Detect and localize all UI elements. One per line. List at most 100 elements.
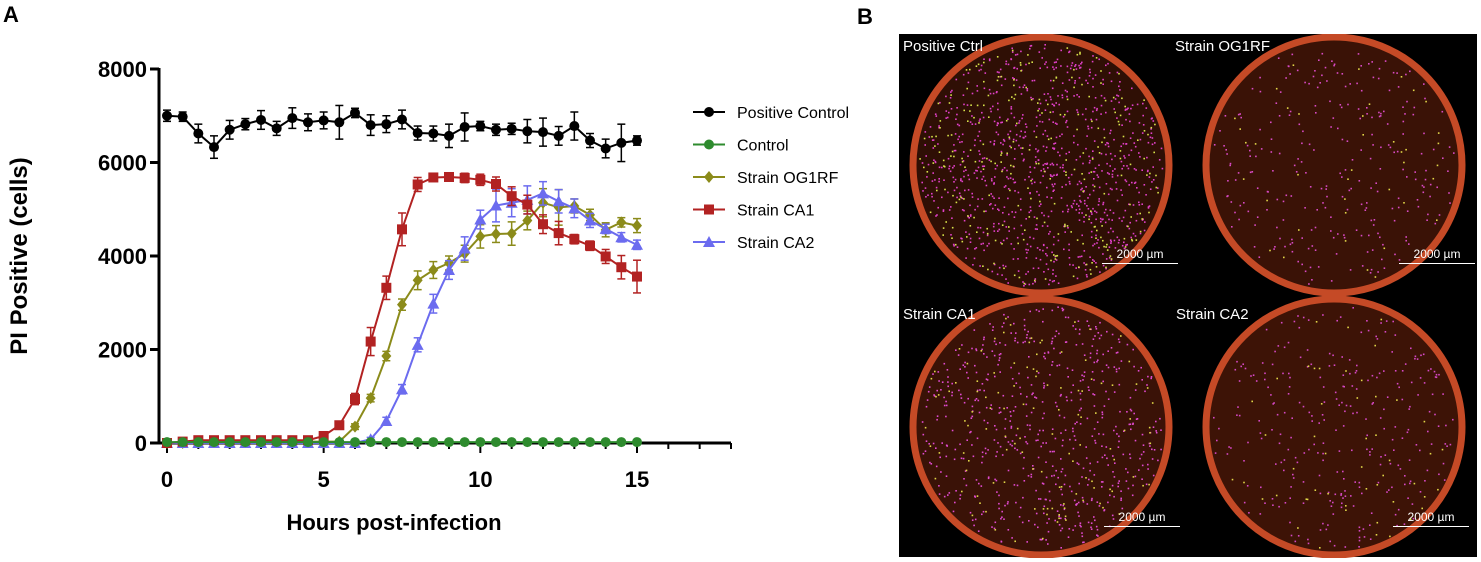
cell-dot	[1046, 522, 1048, 524]
cell-dot	[999, 342, 1001, 344]
cell-dot	[1322, 386, 1325, 388]
cell-dot	[1341, 195, 1344, 198]
cell-dot	[963, 170, 965, 173]
cell-dot	[1009, 189, 1011, 192]
data-point	[522, 199, 533, 210]
cell-dot	[1105, 258, 1108, 260]
cell-dot	[959, 195, 962, 197]
cell-dot	[943, 396, 945, 399]
cell-dot	[1095, 525, 1098, 528]
cell-dot	[1424, 480, 1426, 482]
cell-dot	[1269, 249, 1271, 252]
cell-dot	[1298, 113, 1300, 115]
cell-dot	[1302, 316, 1305, 319]
cell-dot	[1344, 198, 1346, 200]
cell-dot	[1141, 478, 1143, 480]
cell-dot	[1020, 224, 1023, 227]
cell-dot	[1259, 128, 1261, 131]
cell-dot	[958, 389, 960, 392]
cell-dot	[1060, 488, 1062, 491]
cell-dot	[1121, 97, 1123, 100]
cell-dot	[993, 354, 996, 357]
cell-dot	[1381, 258, 1383, 261]
cell-dot	[1049, 174, 1052, 176]
cell-dot	[1109, 187, 1112, 190]
cell-dot	[1042, 145, 1045, 148]
cell-dot	[1292, 477, 1295, 479]
cell-dot	[1259, 76, 1261, 79]
cell-dot	[966, 362, 969, 365]
cell-dot	[963, 151, 965, 153]
cell-dot	[1298, 229, 1300, 231]
cell-dot	[1058, 515, 1060, 518]
cell-dot	[1133, 365, 1135, 368]
cell-dot	[1090, 528, 1093, 530]
cell-dot	[1372, 76, 1375, 79]
cell-dot	[1039, 114, 1041, 116]
cell-dot	[931, 195, 933, 198]
cell-dot	[925, 196, 927, 198]
cell-dot	[1332, 513, 1335, 515]
cell-dot	[1050, 210, 1053, 213]
cell-dot	[1404, 483, 1406, 486]
cell-dot	[1076, 111, 1079, 114]
cell-dot	[1116, 199, 1119, 202]
cell-dot	[1032, 468, 1034, 470]
cell-dot	[1023, 282, 1026, 285]
cell-dot	[953, 149, 956, 152]
cell-dot	[1067, 210, 1069, 213]
cell-dot	[1100, 481, 1103, 483]
cell-dot	[1338, 450, 1341, 452]
cell-dot	[994, 239, 997, 242]
cell-dot	[1066, 71, 1069, 74]
cell-dot	[1080, 407, 1082, 410]
cell-dot	[929, 126, 932, 128]
cell-dot	[1288, 386, 1291, 388]
cell-dot	[1115, 352, 1118, 354]
cell-dot	[1247, 210, 1250, 213]
cell-dot	[1057, 306, 1059, 308]
cell-dot	[1374, 276, 1377, 278]
cell-dot	[1410, 381, 1413, 384]
cell-dot	[1314, 105, 1317, 107]
cell-dot	[1064, 474, 1067, 477]
cell-dot	[1091, 371, 1094, 373]
cell-dot	[1103, 136, 1106, 139]
cell-dot	[978, 69, 980, 72]
cell-dot	[1365, 207, 1368, 209]
cell-dot	[1307, 542, 1310, 545]
cell-dot	[1276, 198, 1279, 201]
cell-dot	[1118, 367, 1120, 370]
cell-dot	[1289, 73, 1291, 75]
cell-dot	[1031, 178, 1034, 181]
cell-dot	[977, 226, 979, 229]
cell-dot	[1358, 526, 1361, 529]
cell-dot	[934, 160, 937, 163]
cell-dot	[956, 186, 958, 189]
cell-dot	[950, 234, 952, 236]
cell-dot	[1037, 109, 1039, 112]
cell-dot	[1129, 221, 1131, 224]
cell-dot	[1393, 219, 1396, 222]
cell-dot	[1074, 422, 1076, 425]
cell-dot	[1051, 87, 1054, 90]
cell-dot	[1147, 169, 1149, 172]
cell-dot	[931, 192, 933, 195]
cell-dot	[1007, 469, 1010, 472]
cell-dot	[1028, 356, 1030, 358]
legend-swatch-marker	[703, 236, 715, 247]
cell-dot	[1160, 448, 1162, 451]
cell-dot	[1360, 89, 1363, 92]
cell-dot	[1026, 243, 1029, 246]
cell-dot	[1009, 324, 1012, 326]
cell-dot	[1357, 53, 1360, 55]
cell-dot	[1095, 326, 1097, 328]
cell-dot	[939, 120, 942, 122]
cell-dot	[1100, 113, 1102, 115]
cell-dot	[1157, 459, 1159, 462]
cell-dot	[938, 125, 940, 127]
cell-dot	[1383, 110, 1385, 113]
cell-dot	[1061, 527, 1064, 530]
cell-dot	[1004, 265, 1007, 268]
cell-dot	[1379, 168, 1382, 170]
